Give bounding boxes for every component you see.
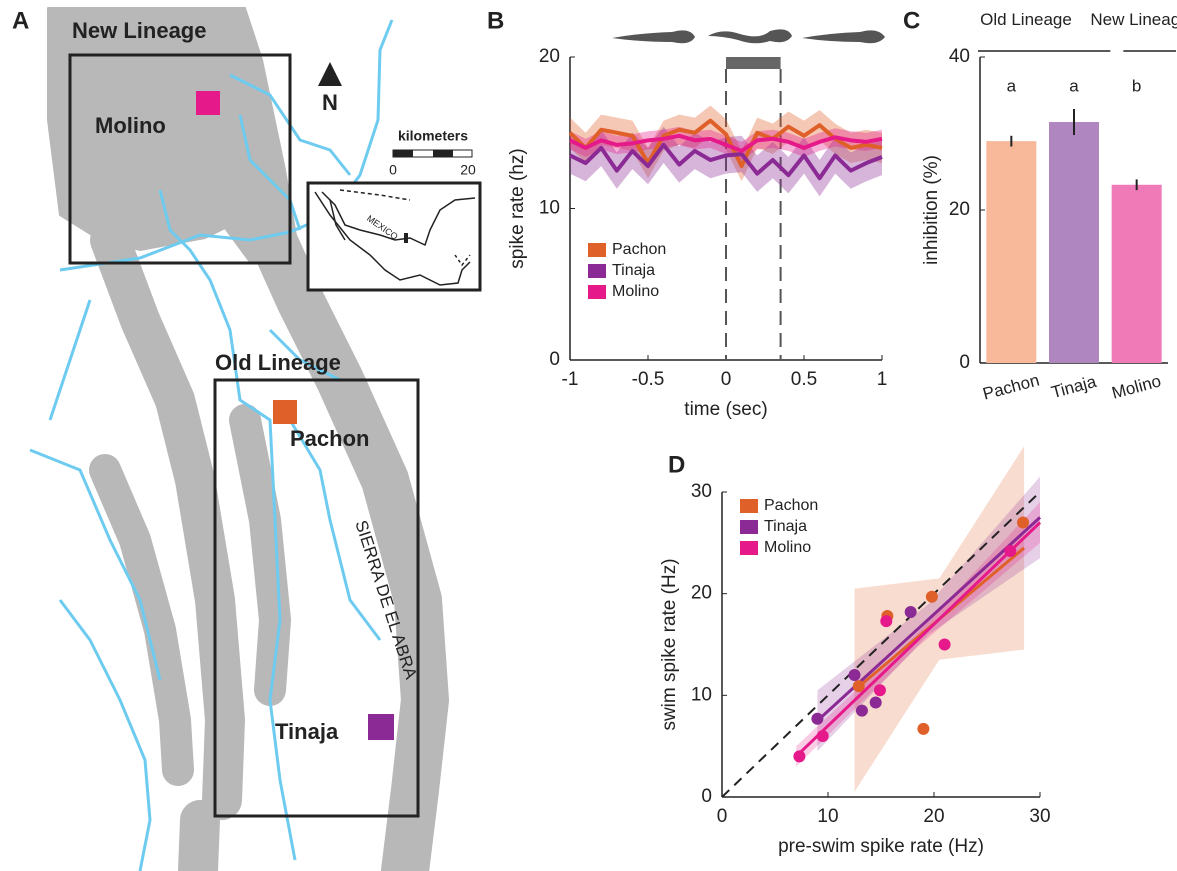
error-band <box>570 126 882 197</box>
point <box>852 680 865 693</box>
y-tick-label: 10 <box>691 684 712 705</box>
y-tick-label: 0 <box>549 349 560 370</box>
inset-box <box>306 181 482 292</box>
group-label: Old Lineage <box>980 10 1072 29</box>
scale-bar <box>392 149 473 158</box>
legend-label: Pachon <box>612 241 666 258</box>
legend-label: Tinaja <box>764 518 807 535</box>
point <box>917 722 930 735</box>
panel-label: D <box>668 451 685 478</box>
point <box>1017 516 1030 529</box>
significance-letter: b <box>1132 76 1141 95</box>
site-label: Molino <box>95 113 166 138</box>
x-tick-label: -0.5 <box>632 369 665 390</box>
site-marker <box>273 400 297 424</box>
inset-site <box>404 233 408 243</box>
series-line <box>568 118 883 169</box>
legend-swatch <box>588 243 606 257</box>
panel-label: B <box>487 7 504 34</box>
series-line <box>569 133 883 153</box>
panel-label: A <box>12 7 29 34</box>
site-marker <box>368 714 394 740</box>
region-label: Old Lineage <box>215 350 341 375</box>
x-tick-label: 10 <box>817 806 838 827</box>
north-label: N <box>322 90 338 115</box>
confidence-band <box>796 502 1040 767</box>
fit-line <box>795 521 1042 758</box>
rivers <box>29 19 394 871</box>
site-label: Tinaja <box>275 719 339 744</box>
x-tick-label: 0.5 <box>791 369 817 390</box>
panel-label: C <box>903 7 920 34</box>
y-tick-label: 10 <box>539 198 560 219</box>
legend-label: Molino <box>612 283 659 300</box>
legend-label: Molino <box>764 539 811 556</box>
legend-swatch <box>588 285 606 299</box>
x-tick-label: 0 <box>717 806 728 827</box>
point <box>848 669 861 681</box>
x-tick-label: 0 <box>721 369 732 390</box>
legend-swatch <box>740 520 758 534</box>
x-axis-label: time (sec) <box>684 399 767 420</box>
x-tick-label: Molino <box>1110 371 1163 402</box>
point <box>880 615 893 628</box>
significance-letter: a <box>1007 76 1017 95</box>
x-tick-label: 30 <box>1029 806 1050 827</box>
legend-label: Tinaja <box>612 262 655 279</box>
significance-letter: a <box>1069 76 1079 95</box>
y-tick-label: 0 <box>959 352 970 373</box>
point <box>873 684 886 697</box>
legend-swatch <box>740 541 758 555</box>
north-arrow <box>318 62 342 86</box>
legend-swatch <box>588 264 606 278</box>
y-tick-label: 40 <box>949 46 970 67</box>
series-line <box>569 142 883 181</box>
point <box>938 638 951 651</box>
scale-tick: 20 <box>460 162 476 178</box>
point <box>811 712 824 725</box>
point <box>925 590 938 603</box>
point <box>1004 544 1017 557</box>
y-tick-label: 20 <box>949 199 970 220</box>
x-tick-label: 1 <box>877 369 888 390</box>
point <box>904 605 917 618</box>
region-box <box>213 378 420 818</box>
inset-outline <box>314 189 476 286</box>
identity-line <box>721 491 1041 798</box>
point <box>869 696 882 709</box>
point <box>793 750 806 763</box>
point <box>816 730 829 742</box>
y-axis-label: spike rate (hz) <box>507 148 528 268</box>
legend-label: Pachon <box>764 497 818 514</box>
region-box <box>68 53 292 265</box>
x-tick-label: Tinaja <box>1049 372 1099 402</box>
ridges <box>47 7 449 871</box>
x-tick-label: -1 <box>562 369 579 390</box>
y-axis-label: inhibition (%) <box>921 155 942 265</box>
x-tick-label: 20 <box>923 806 944 827</box>
bar <box>986 141 1037 363</box>
legend-swatch <box>740 499 758 513</box>
point <box>855 704 868 717</box>
bar <box>1111 184 1162 363</box>
map: A New Lineage Old Lineage Molino Pachon … <box>12 7 482 871</box>
x-tick-label: Pachon <box>981 370 1042 403</box>
region-label: New Lineage <box>72 18 206 43</box>
y-tick-label: 0 <box>701 786 712 807</box>
site-label: Pachon <box>290 426 369 451</box>
x-axis-label: pre-swim spike rate (Hz) <box>778 836 984 857</box>
site-marker <box>196 91 220 115</box>
fish-icons <box>612 29 885 44</box>
bar <box>1049 122 1099 364</box>
scale-title: kilometers <box>398 128 468 144</box>
y-tick-label: 20 <box>691 583 712 604</box>
y-tick-label: 20 <box>539 46 560 67</box>
swim-bar <box>726 57 781 69</box>
group-label: New Lineage <box>1090 10 1177 29</box>
scale-tick: 0 <box>389 162 397 178</box>
y-tick-label: 30 <box>691 481 712 502</box>
y-axis-label: swim spike rate (Hz) <box>659 558 680 730</box>
